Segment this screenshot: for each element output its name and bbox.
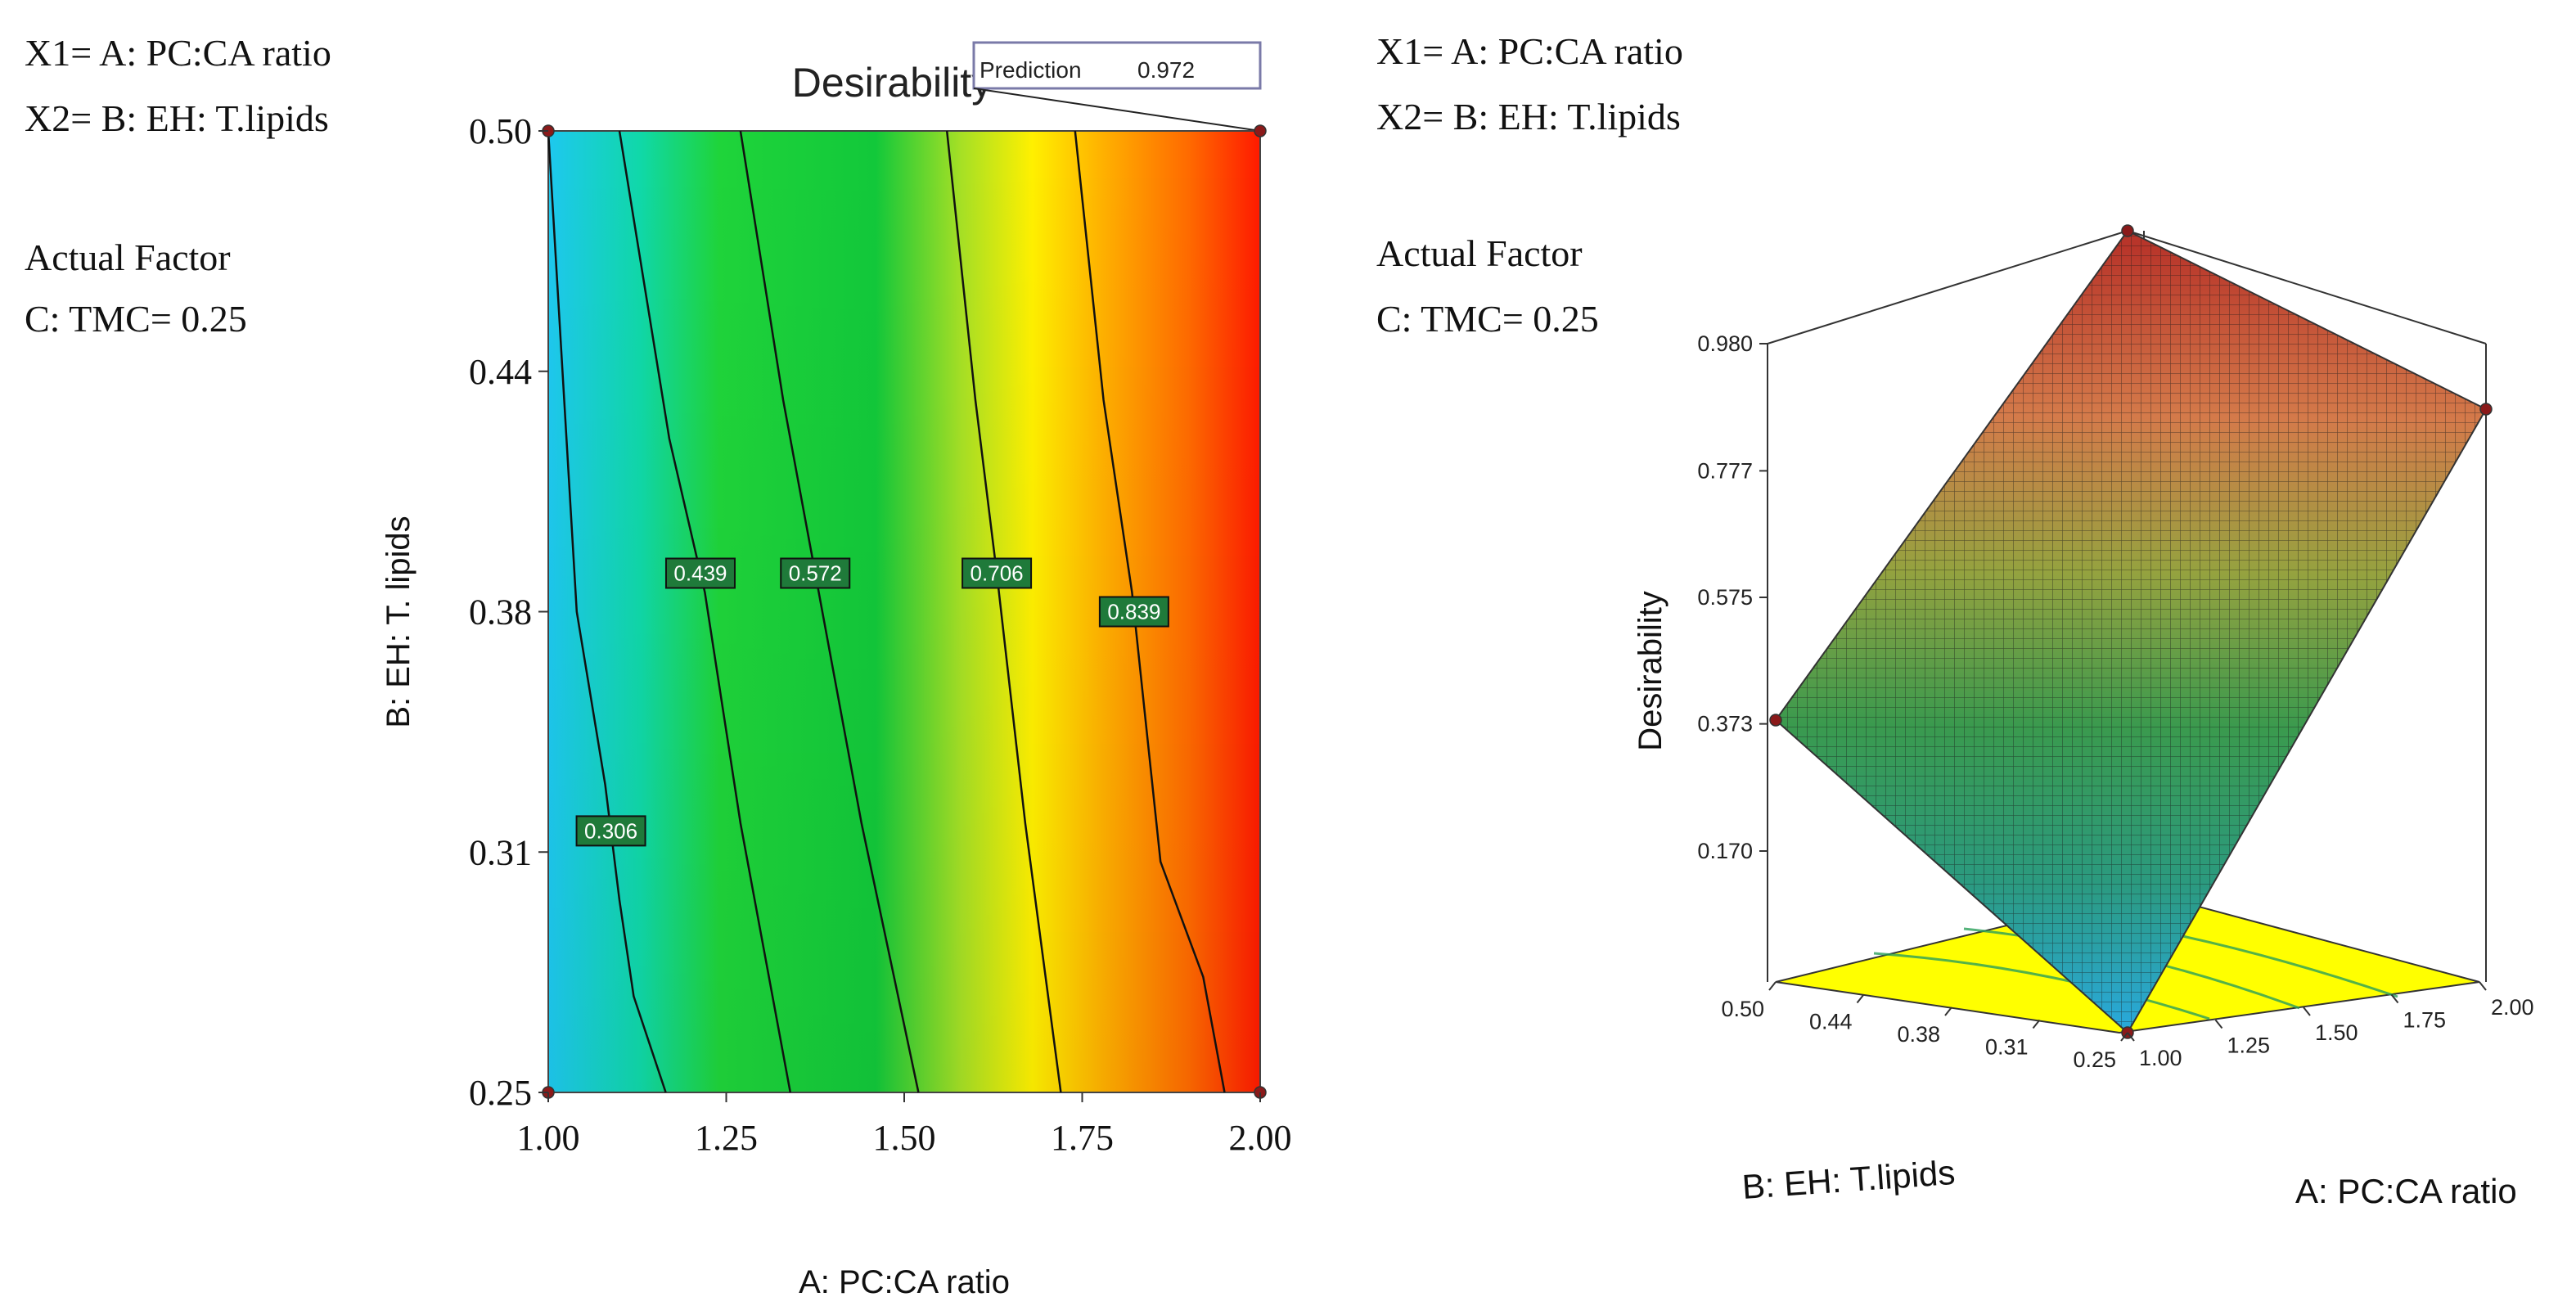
contour-label-text-2: 0.439 [673, 561, 727, 586]
contour-x-tick-1: 1.00 [517, 1118, 580, 1158]
surface-corner-marker-3 [2121, 224, 2134, 237]
contour-info-line-2: X2= B: EH: T.lipids [25, 97, 329, 139]
contour-line-3 [739, 130, 920, 1093]
contour-y-tick-1: 0.25 [469, 1073, 532, 1113]
contour-label-1: 0.306 [575, 815, 646, 847]
contour-label-2: 0.439 [664, 557, 736, 589]
surface-info-line-1: X1= A: PC:CA ratio [1376, 30, 1683, 72]
surface-x-tick-3: 1.50 [2315, 1020, 2358, 1045]
surface-y-tick-4: 0.44 [1809, 1010, 1853, 1034]
surface-z-tick-3: 0.575 [1697, 585, 1753, 610]
surface-x-tick-mark-2 [2214, 1019, 2223, 1029]
surface-x-tick-mark-4 [2390, 993, 2399, 1004]
contour-panel: X1= A: PC:CA ratio X2= B: EH: T.lipids A… [25, 32, 1292, 1300]
response-surface-mesh [1776, 231, 2486, 1033]
contour-labels: 0.306 0.439 0.572 0.706 0.839 [575, 557, 1169, 847]
contour-label-text-1: 0.306 [584, 818, 637, 843]
surface-x-tick-mark-3 [2303, 1007, 2311, 1016]
contour-label-5: 0.839 [1098, 596, 1169, 628]
contour-x-label: A: PC:CA ratio [799, 1264, 1010, 1300]
surface-z-label: Desirability [1633, 591, 1669, 751]
surface-info-line-2: X2= B: EH: T.lipids [1376, 96, 1681, 137]
surface-z-tick-1: 0.980 [1697, 331, 1753, 356]
surface-y-tick-5: 0.50 [1721, 997, 1764, 1021]
surface-y-label: B: EH: T.lipids [1741, 1153, 1956, 1206]
surface-y-tick-2: 0.31 [1985, 1035, 2029, 1060]
surface-x-tick-mark-5 [2479, 981, 2487, 991]
contour-x-tick-4: 1.75 [1051, 1118, 1114, 1158]
contour-label-4: 0.706 [961, 557, 1033, 589]
surface-z-tick-4: 0.373 [1697, 712, 1753, 736]
surface-z-ticks: 0.980 0.777 0.575 0.373 0.170 [1697, 331, 1768, 863]
surface-info-line-3: Actual Factor [1376, 232, 1583, 274]
surface-y-tick-mark-5 [1768, 981, 1777, 991]
surface-x-tick-4: 1.75 [2403, 1008, 2447, 1033]
surface-y-tick-mark-3 [1944, 1007, 1952, 1016]
surface-info-line-4: C: TMC= 0.25 [1376, 298, 1599, 340]
prediction-box: Prediction 0.972 [972, 41, 1262, 90]
surface-x-tick-2: 1.25 [2227, 1034, 2271, 1058]
contour-info-line-3: Actual Factor [25, 236, 231, 278]
contour-y-tick-3: 0.38 [469, 592, 532, 633]
surface-x-tick-mark-1 [2127, 1032, 2135, 1042]
contour-info: X1= A: PC:CA ratio X2= B: EH: T.lipids A… [25, 32, 331, 340]
contour-label-3: 0.572 [780, 557, 851, 589]
contour-label-text-3: 0.572 [789, 561, 842, 586]
contour-info-line-1: X1= A: PC:CA ratio [25, 32, 331, 74]
contour-y-tick-2: 0.31 [469, 832, 532, 872]
surface-y-tick-mark-1 [2120, 1032, 2128, 1042]
contour-y-label: B: EH: T. lipids [381, 516, 417, 727]
prediction-leader [973, 88, 1261, 132]
prediction-label: Prediction [980, 57, 1082, 83]
contour-y-tick-5: 0.50 [469, 111, 532, 151]
contour-label-text-4: 0.706 [971, 561, 1024, 586]
surface-y-tick-1: 0.25 [2073, 1047, 2116, 1072]
surface-x-ticks: 1.00 1.25 1.50 1.75 2.00 [2127, 981, 2534, 1070]
corner-marker-2 [1254, 124, 1267, 137]
surface-z-tick-2: 0.777 [1697, 458, 1753, 483]
contour-y-ticks: 0.25 0.31 0.38 0.44 0.50 [469, 111, 548, 1113]
contour-label-text-5: 0.839 [1107, 600, 1160, 624]
surface-x-label: A: PC:CA ratio [2295, 1172, 2517, 1210]
surface-info: X1= A: PC:CA ratio X2= B: EH: T.lipids A… [1376, 30, 1683, 340]
surface-x-tick-5: 2.00 [2491, 995, 2534, 1020]
contour-line-2 [618, 130, 792, 1093]
contour-x-tick-5: 2.00 [1229, 1118, 1292, 1158]
prediction-value: 0.972 [1137, 57, 1195, 83]
surface-x-tick-1: 1.00 [2139, 1046, 2182, 1070]
contour-x-tick-3: 1.50 [873, 1118, 936, 1158]
surface-y-ticks: 0.25 0.31 0.38 0.44 0.50 [1721, 981, 2128, 1072]
contour-lines [547, 130, 1226, 1093]
surface-z-tick-5: 0.170 [1697, 839, 1753, 863]
contour-title: Desirability [792, 60, 993, 106]
surface-corner-marker-2 [1769, 714, 1782, 727]
surface-y-tick-mark-4 [1856, 993, 1865, 1004]
contour-x-tick-2: 1.25 [695, 1118, 758, 1158]
contour-x-ticks: 1.00 1.25 1.50 1.75 2.00 [517, 1092, 1292, 1158]
contour-info-line-4: C: TMC= 0.25 [25, 298, 247, 340]
contour-line-5 [1074, 130, 1226, 1093]
contour-y-tick-4: 0.44 [469, 352, 532, 392]
surface-y-tick-3: 0.38 [1897, 1022, 1940, 1047]
surface-y-tick-mark-2 [2032, 1019, 2041, 1029]
surface-corner-marker-4 [2479, 403, 2493, 416]
surface-panel: X1= A: PC:CA ratio X2= B: EH: T.lipids A… [1376, 30, 2534, 1210]
